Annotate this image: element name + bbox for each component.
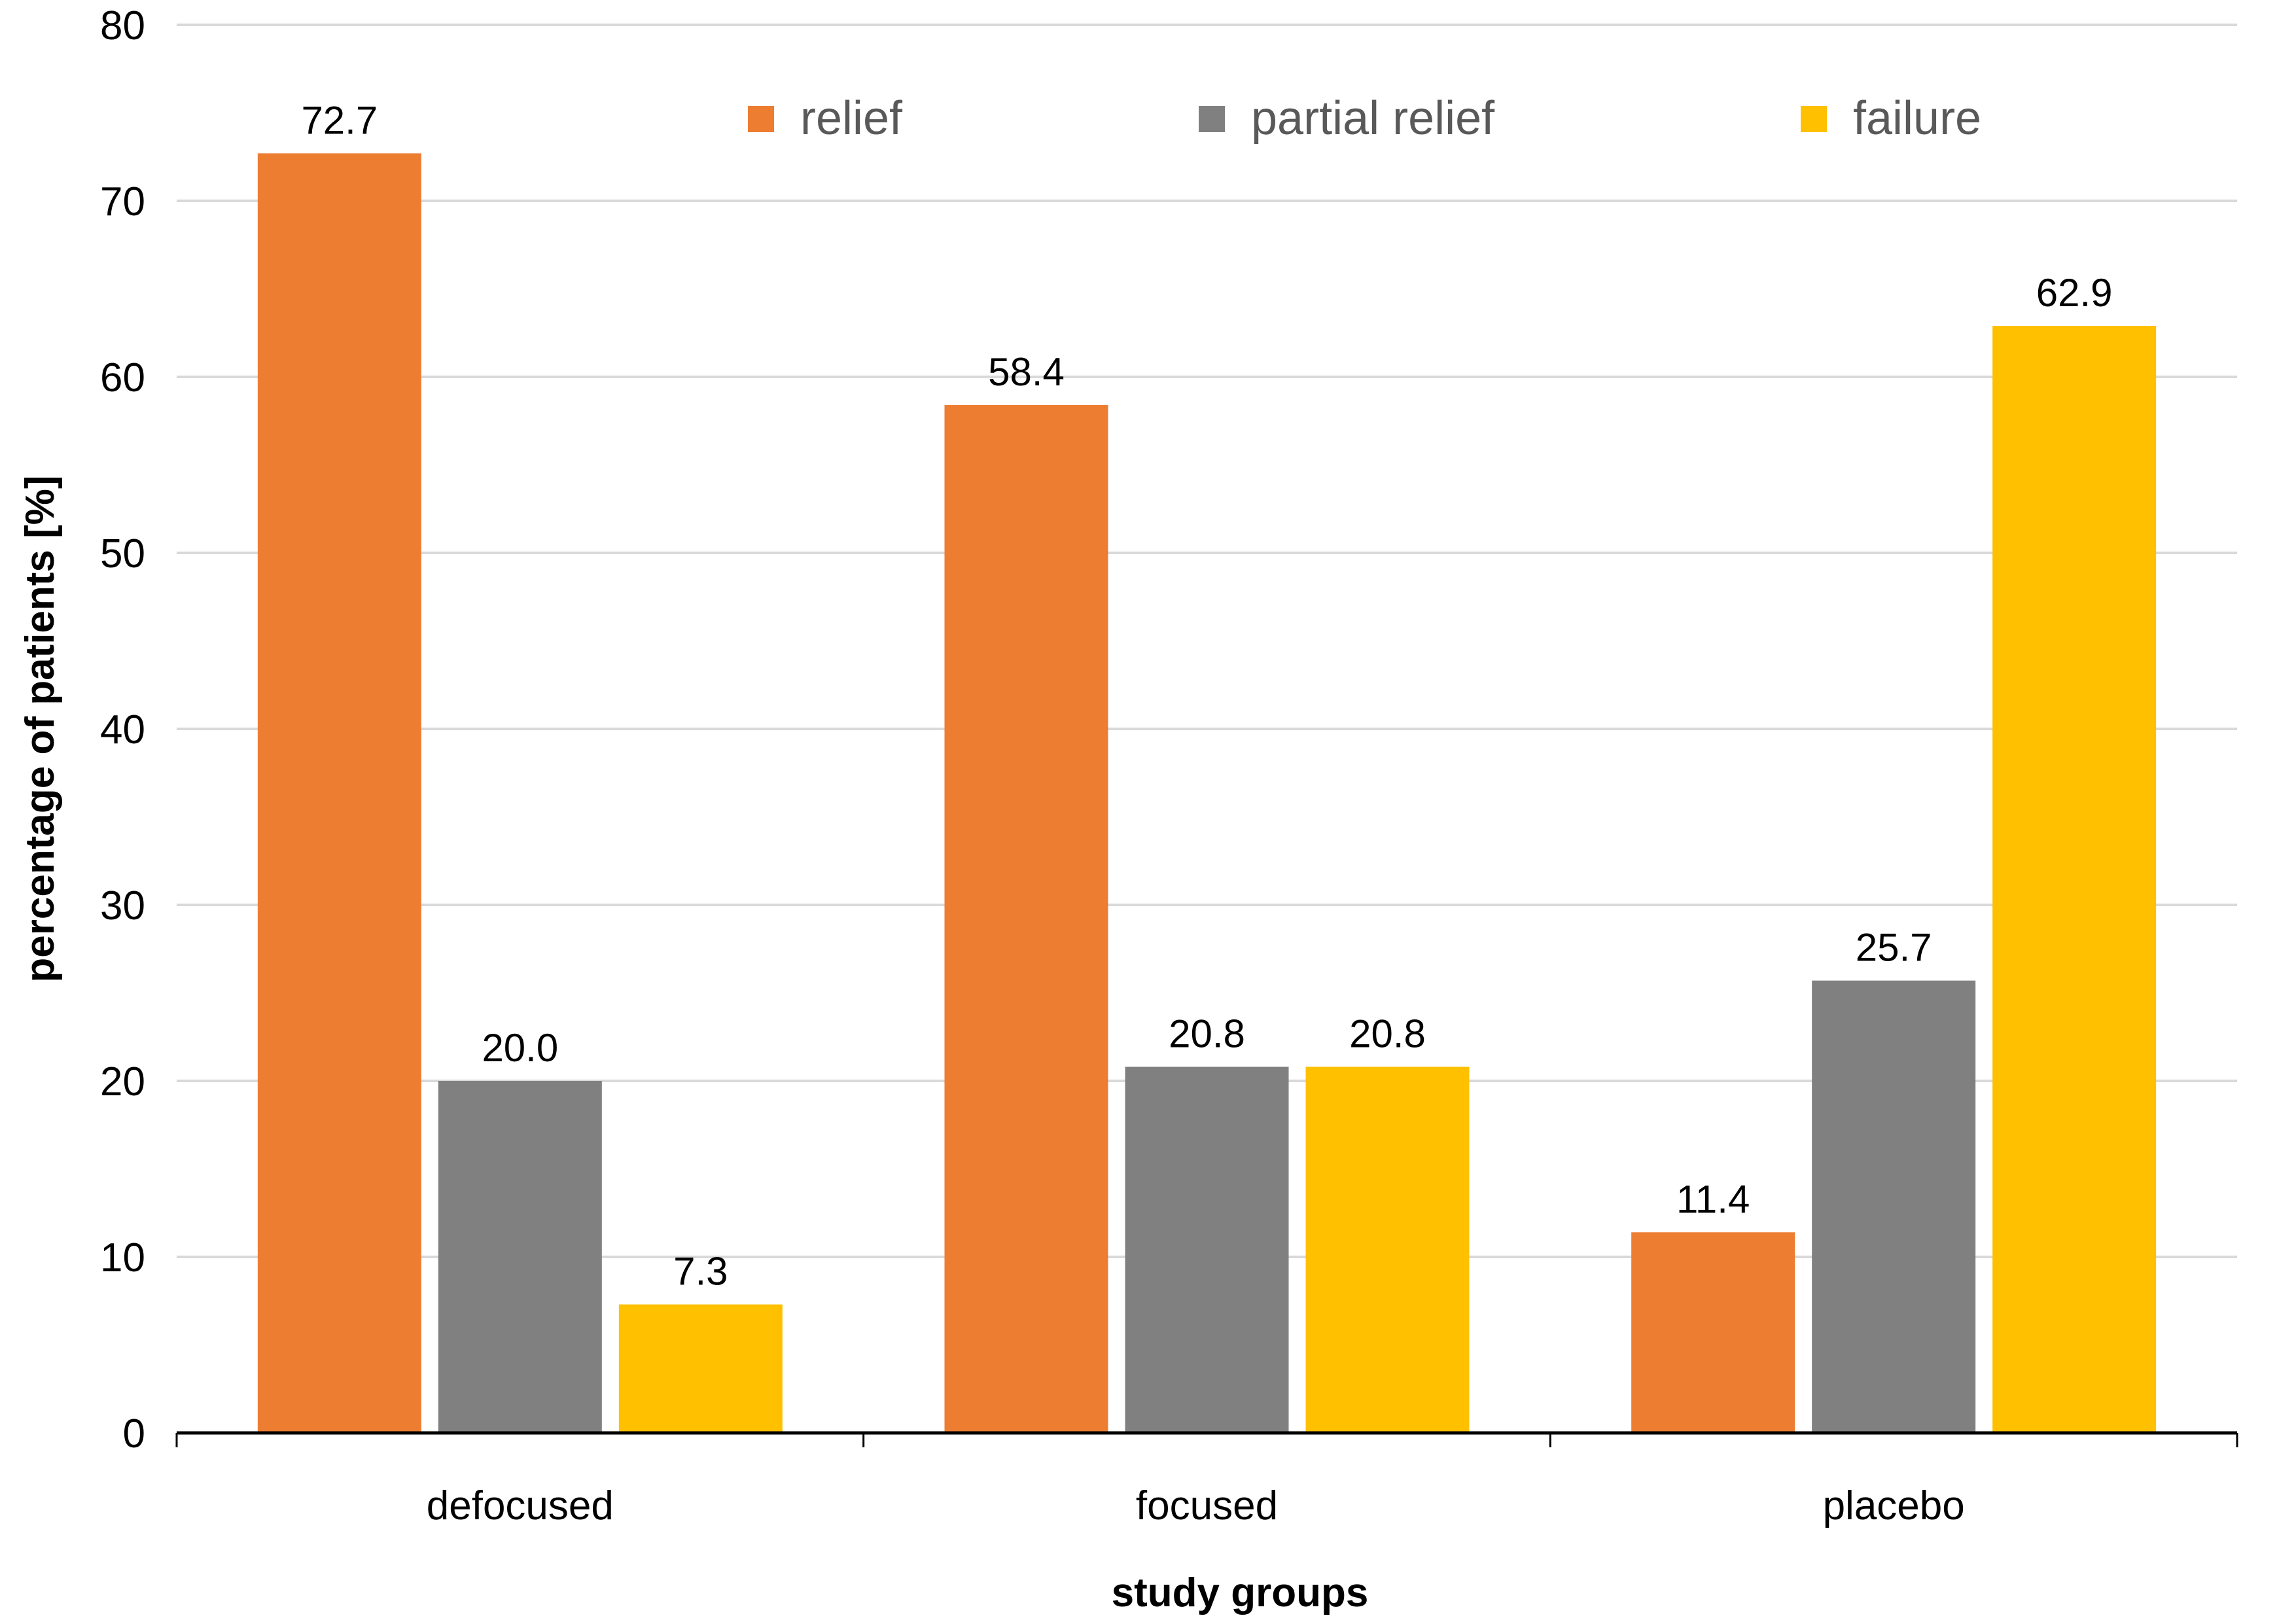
data-label: 11.4 (1676, 1177, 1750, 1221)
bar-failure-focused (1305, 1067, 1470, 1433)
bar-relief-focused (944, 405, 1108, 1433)
data-label: 25.7 (1856, 926, 1932, 970)
y-axis-tick-labels: 0 10 20 30 40 50 60 70 80 (100, 3, 145, 1456)
bar-partial-relief-placebo (1812, 980, 1976, 1433)
data-label: 58.4 (988, 350, 1065, 394)
legend: relief partial relief failure (748, 92, 1981, 145)
y-tick-label: 50 (100, 531, 145, 576)
bar-failure-placebo (1992, 325, 2157, 1433)
bar-relief-defocused (257, 153, 421, 1433)
legend-swatch-icon (1199, 106, 1225, 132)
data-label: 20.8 (1169, 1012, 1245, 1055)
y-tick-label: 60 (100, 355, 145, 400)
legend-item-relief: relief (748, 92, 903, 145)
bar-relief-placebo (1631, 1232, 1795, 1433)
data-label: 20.0 (482, 1026, 558, 1070)
data-label: 7.3 (673, 1250, 728, 1294)
y-tick-label: 70 (100, 179, 145, 224)
legend-item-failure: failure (1801, 92, 1981, 145)
data-labels: 72.7 20.0 7.3 58.4 20.8 20.8 11.4 25.7 62.9 (301, 98, 2112, 1293)
y-tick-label: 0 (123, 1411, 145, 1456)
y-tick-label: 30 (100, 883, 145, 928)
data-label: 62.9 (2036, 271, 2113, 315)
bars (257, 153, 2157, 1433)
legend-item-partial-relief: partial relief (1199, 92, 1495, 145)
x-axis-title: study groups (1112, 1570, 1369, 1615)
data-label: 72.7 (301, 98, 378, 142)
y-tick-label: 20 (100, 1059, 145, 1104)
legend-swatch-icon (1801, 106, 1827, 132)
y-tick-label: 10 (100, 1235, 145, 1280)
x-category-label: focused (1136, 1483, 1278, 1528)
x-axis: defocused focused placebo (175, 1431, 2238, 1528)
y-axis-title: percentage of patients [%] (18, 475, 63, 982)
legend-label: relief (800, 92, 903, 145)
legend-label: partial relief (1251, 92, 1495, 145)
legend-swatch-icon (748, 106, 774, 132)
bar-failure-defocused (618, 1304, 783, 1433)
x-category-label: defocused (427, 1483, 614, 1528)
bar-partial-relief-focused (1125, 1067, 1289, 1433)
bar-partial-relief-defocused (438, 1081, 602, 1433)
y-tick-label: 80 (100, 3, 145, 48)
y-tick-label: 40 (100, 707, 145, 752)
x-category-label: placebo (1823, 1483, 1965, 1528)
legend-label: failure (1853, 92, 1981, 145)
data-label: 20.8 (1349, 1012, 1426, 1055)
